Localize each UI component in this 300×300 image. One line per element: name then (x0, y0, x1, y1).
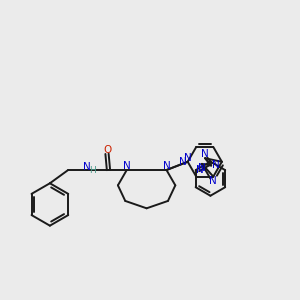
Text: N: N (163, 161, 170, 171)
Text: N: N (198, 163, 206, 173)
Text: N: N (196, 165, 204, 175)
Text: H: H (89, 166, 96, 175)
Text: N: N (123, 161, 130, 171)
Text: N: N (83, 162, 91, 172)
Text: N: N (179, 157, 187, 167)
Text: N: N (209, 176, 217, 186)
Text: N: N (184, 153, 191, 163)
Text: N: N (201, 149, 209, 159)
Text: N: N (212, 160, 220, 170)
Text: O: O (103, 145, 111, 155)
